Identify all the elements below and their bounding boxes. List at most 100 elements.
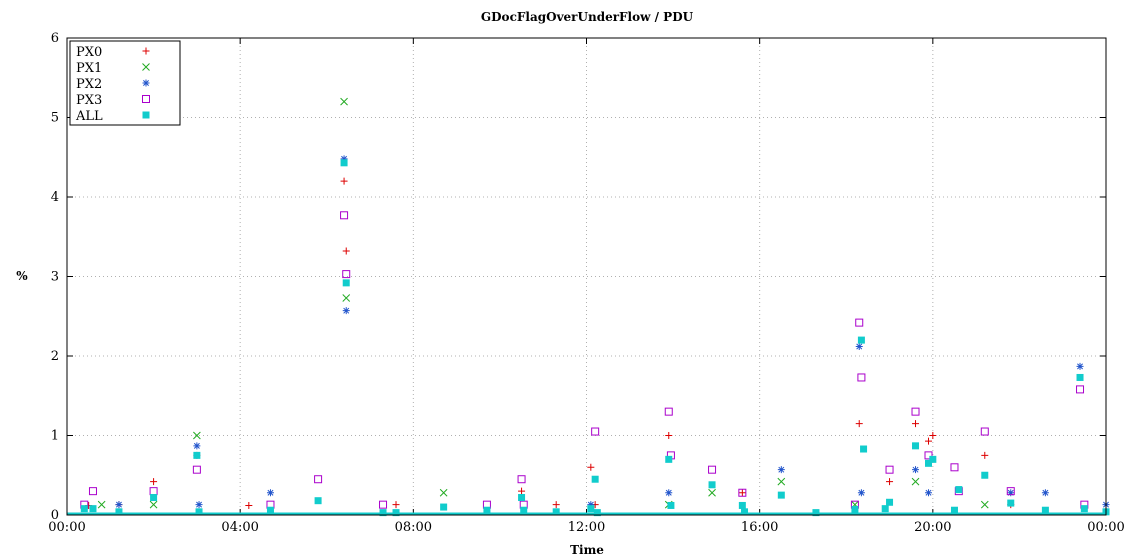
data-point — [314, 497, 322, 505]
data-point — [193, 451, 201, 459]
data-point — [552, 501, 560, 509]
data-point — [912, 442, 920, 450]
data-point — [340, 159, 348, 167]
legend-label: PX3 — [76, 93, 102, 108]
data-point — [340, 155, 348, 163]
chart-title: GDocFlagOverUnderFlow / PDU — [481, 10, 694, 24]
legend-marker — [142, 95, 150, 103]
data-point — [1076, 385, 1085, 394]
data-point — [738, 501, 746, 509]
data-point — [193, 442, 201, 450]
data-point — [195, 508, 203, 516]
data-point — [591, 475, 599, 483]
data-point — [439, 488, 448, 497]
data-point — [149, 500, 158, 509]
data-point — [587, 505, 595, 513]
data-point — [950, 463, 959, 472]
data-point — [520, 506, 528, 514]
data-point — [518, 487, 526, 495]
plot-frame — [66, 37, 1107, 516]
legend-label: ALL — [75, 109, 103, 124]
data-point — [340, 211, 349, 220]
data-point — [193, 431, 201, 440]
x-tick-label: 08:00 — [395, 520, 432, 535]
y-tick-label: 3 — [51, 270, 59, 285]
data-point — [1006, 487, 1015, 496]
data-point — [89, 505, 97, 513]
data-point — [142, 95, 150, 103]
data-point — [552, 508, 560, 516]
x-tick-label: 16:00 — [741, 520, 778, 535]
gridlines — [67, 38, 1106, 515]
data-point — [591, 427, 600, 436]
data-point — [150, 494, 158, 502]
y-tick-label: 5 — [51, 111, 59, 126]
data-point — [857, 336, 865, 344]
data-point — [667, 501, 675, 509]
data-point — [981, 451, 989, 459]
data-point — [886, 498, 894, 506]
data-point — [886, 478, 894, 486]
data-point — [708, 465, 717, 474]
y-tick-label: 4 — [51, 190, 59, 205]
data-point — [855, 318, 864, 327]
data-point — [912, 420, 920, 428]
data-point — [1076, 373, 1084, 381]
x-tick-label: 20:00 — [914, 520, 951, 535]
data-point — [855, 342, 863, 350]
data-point — [911, 477, 920, 486]
data-point — [266, 506, 274, 514]
data-point — [192, 465, 201, 474]
data-point — [314, 475, 323, 484]
axis-ticks: 0 1 2 3 4 5 6 00:00 04:00 08:00 12:00 16:00 20:00 00:… — [48, 31, 1124, 535]
legend-marker — [142, 63, 150, 71]
data-point — [1007, 499, 1015, 507]
data-point — [777, 477, 786, 486]
data-point — [150, 478, 158, 486]
data-point — [342, 307, 350, 315]
data-point — [925, 489, 933, 497]
data-point — [340, 177, 348, 185]
data-point — [142, 63, 150, 71]
data-point — [195, 501, 203, 509]
data-point — [851, 505, 859, 513]
data-point — [857, 489, 865, 497]
data-point — [149, 487, 158, 496]
data-point — [245, 501, 253, 509]
data-point — [665, 432, 673, 439]
data-point — [340, 97, 348, 106]
series-all — [80, 159, 1110, 517]
data-point — [1007, 489, 1015, 497]
data-point — [929, 455, 937, 463]
series-px1 — [97, 97, 989, 509]
data-point — [912, 466, 920, 474]
data-point — [517, 475, 526, 484]
data-point — [115, 508, 123, 516]
data-point — [708, 481, 716, 489]
data-point — [392, 501, 400, 509]
legend-marker — [142, 47, 150, 55]
legend-marker — [142, 111, 150, 119]
data-point — [860, 445, 868, 453]
data-point — [97, 500, 106, 509]
series-px2 — [115, 155, 1110, 509]
legend-label: PX2 — [76, 77, 102, 92]
data-point — [379, 500, 388, 509]
data-point — [440, 503, 448, 511]
y-axis-label: % — [16, 269, 28, 283]
x-tick-label: 04:00 — [221, 520, 258, 535]
series-px0 — [85, 177, 1015, 509]
series-px3 — [80, 211, 1089, 509]
data-point — [483, 506, 491, 514]
x-axis-label: Time — [570, 543, 604, 557]
data-point — [664, 407, 673, 416]
data-point — [266, 489, 274, 497]
data-point — [738, 489, 746, 497]
y-tick-label: 6 — [51, 31, 59, 46]
data-point — [115, 501, 123, 509]
data-point — [342, 270, 351, 279]
data-point — [924, 451, 933, 460]
data-point — [708, 488, 716, 497]
